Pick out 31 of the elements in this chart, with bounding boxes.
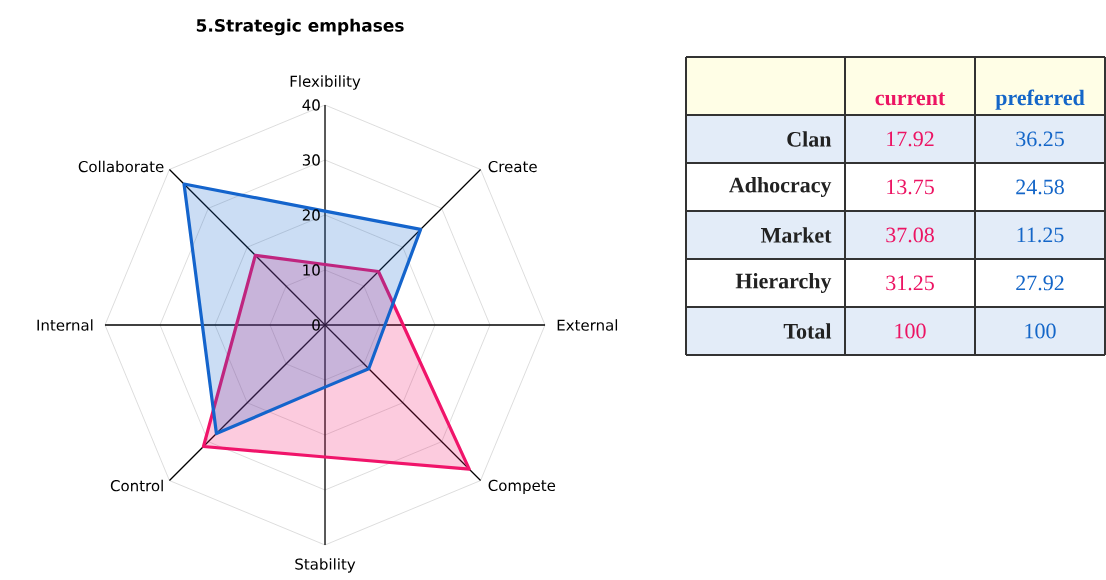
spoke-label: External [557, 319, 618, 331]
spoke-label: Stability [295, 558, 356, 573]
data-label: 27.92 [1016, 275, 1064, 291]
category-label: Market [761, 227, 832, 243]
spoke-label: Collaborate [78, 160, 164, 173]
data-label: 31.25 [886, 275, 934, 291]
y-tick-label: 10 [303, 264, 320, 276]
chart-title: 5.Strategic emphases [196, 18, 404, 36]
spoke-label: Control [110, 479, 163, 492]
data-label: 11.25 [1017, 227, 1064, 243]
data-label: 37.08 [886, 227, 934, 243]
data-label: 24.58 [1016, 179, 1064, 195]
spoke-label: Internal [37, 319, 93, 331]
y-tick-label: 30 [302, 154, 320, 166]
data-label: 13.75 [887, 179, 934, 195]
category-label: Hierarchy [735, 272, 832, 293]
data-label: 100 [1025, 323, 1056, 339]
data-label: 100 [895, 323, 926, 339]
y-tick-label: 20 [302, 209, 320, 221]
y-tick-label: 0 [312, 319, 320, 331]
y-tick-label: 40 [302, 99, 320, 111]
spoke-label: Create [488, 160, 537, 173]
legend-label: current [875, 92, 946, 106]
legend-label: preferred [995, 89, 1085, 110]
category-label: Clan [787, 131, 832, 147]
spoke-label: Flexibility [290, 75, 361, 90]
category-label: Total [783, 323, 832, 339]
category-label: Adhocracy [729, 176, 832, 197]
data-label: 17.92 [887, 131, 934, 147]
data-label: 36.25 [1016, 131, 1064, 147]
spoke-label: Compete [488, 479, 556, 495]
